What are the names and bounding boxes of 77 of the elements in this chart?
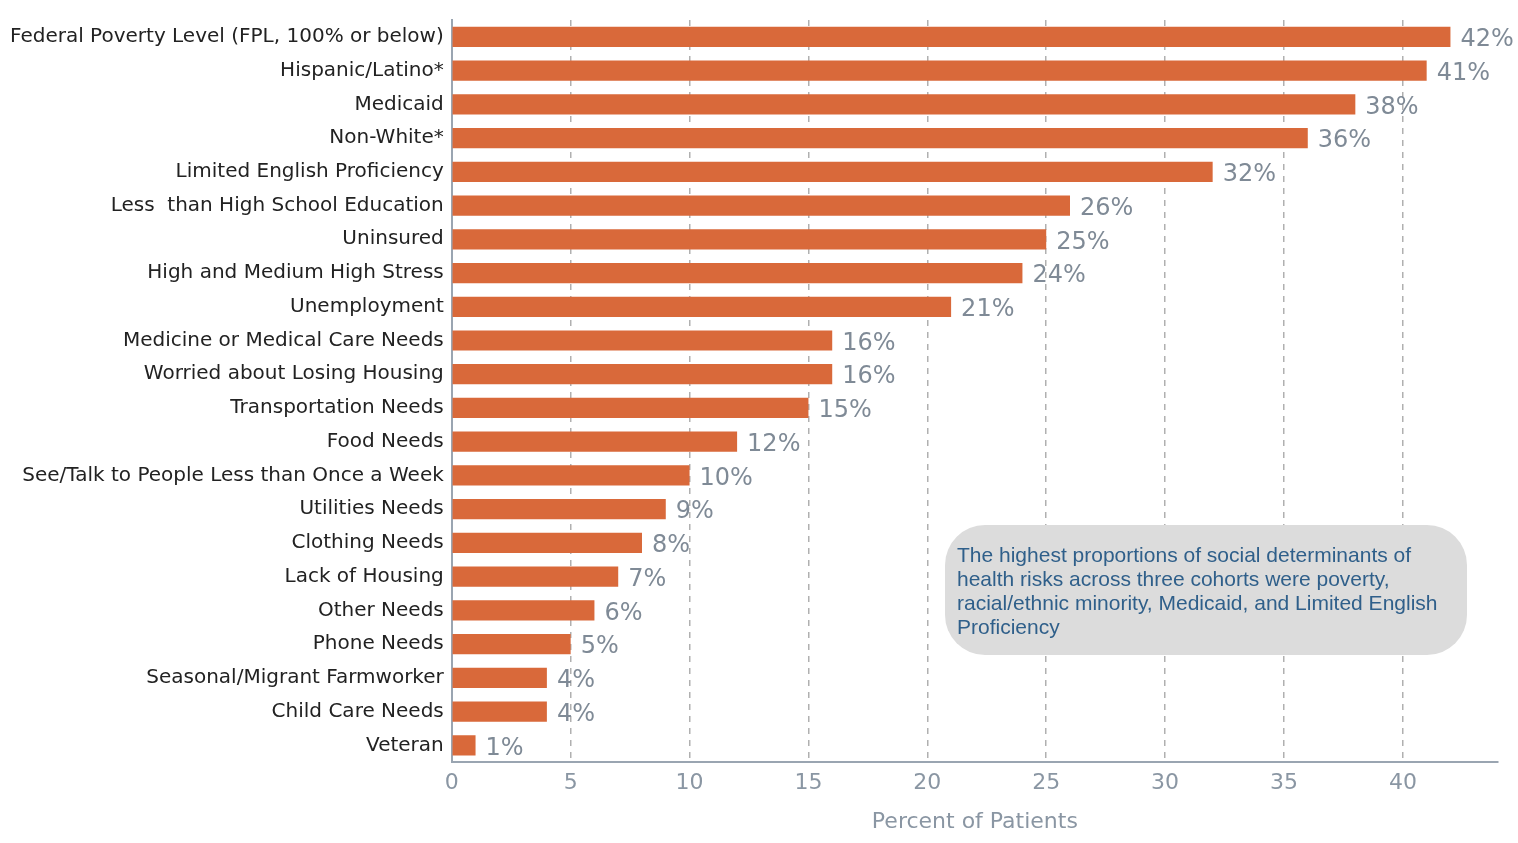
bar [452, 735, 476, 756]
bar [452, 296, 952, 317]
data-label: 38% [1365, 91, 1419, 120]
y-tick-label: Federal Poverty Level (FPL, 100% or below) [9, 23, 444, 48]
x-tick-label: 40 [1388, 769, 1417, 795]
y-tick-label: Utilities Needs [299, 495, 444, 520]
y-tick-label: Transportation Needs [229, 394, 444, 419]
bar [452, 330, 833, 351]
data-label: 10% [699, 462, 753, 491]
data-label: 36% [1317, 125, 1372, 154]
data-label: 5% [580, 631, 619, 660]
y-tick-label: Unemployment [290, 292, 444, 317]
y-tick-label: Veteran [366, 731, 444, 756]
bar [452, 127, 1308, 149]
y-tick-label: Clothing Needs [291, 529, 444, 554]
y-tick-label: Worried about Losing Housing [143, 360, 444, 385]
bar [452, 532, 642, 554]
bar [452, 60, 1427, 81]
data-label: 6% [604, 597, 643, 626]
x-axis-title: Percent of Patients [871, 807, 1078, 833]
y-tick-label: Uninsured [342, 225, 444, 250]
data-label: 8% [651, 530, 691, 559]
x-tick-label: 30 [1151, 769, 1180, 795]
y-tick-label: Medicaid [354, 90, 444, 115]
y-tick-label: Lack of Housing [284, 562, 444, 587]
bar [452, 161, 1213, 182]
data-label: 7% [628, 563, 667, 592]
x-tick-label: 5 [563, 769, 578, 795]
y-tick-label: Non-White* [329, 124, 444, 149]
data-label: 15% [818, 395, 872, 424]
bar [452, 229, 1047, 250]
bar [452, 431, 738, 452]
x-tick-label: 0 [444, 769, 459, 795]
data-label: 9% [675, 496, 714, 525]
y-tick-label: Seasonal/Migrant Farmworker [146, 664, 445, 689]
bar [452, 499, 666, 520]
y-tick-label: Hispanic/Latino* [280, 56, 444, 81]
x-tick-label: 10 [675, 769, 704, 795]
data-label: 1% [485, 732, 524, 761]
data-label: 4% [556, 698, 595, 727]
y-tick-label: High and Medium High Stress [147, 259, 444, 284]
bar [452, 195, 1070, 216]
bar [452, 634, 571, 655]
bar [452, 465, 690, 486]
y-tick-label: Limited English Proficiency [175, 158, 444, 183]
annotation: The highest proportions of social determinants of health risks across three cohorts were poverty, racial/ethnic minority, Medicaid, and Limited English Proficiency [945, 525, 1467, 655]
bar [452, 397, 809, 419]
data-label: 26% [1080, 192, 1134, 221]
x-tick-label: 20 [913, 769, 942, 795]
bar [452, 600, 595, 621]
bar [452, 667, 547, 688]
y-tick-label: Other Needs [317, 596, 444, 621]
bar [452, 94, 1356, 115]
bar [452, 262, 1023, 284]
y-tick-label: Food Needs [326, 427, 444, 452]
bar [452, 364, 833, 385]
y-tick-label: See/Talk to People Less than Once a Week [22, 461, 445, 486]
data-label: 42% [1460, 24, 1514, 53]
data-label: 4% [556, 665, 595, 694]
data-label: 12% [747, 428, 801, 457]
x-tick-label: 15 [794, 769, 823, 795]
data-label: 25% [1056, 226, 1110, 255]
data-label: 21% [961, 293, 1015, 322]
y-tick-label: Phone Needs [312, 630, 444, 655]
bar [452, 566, 619, 587]
x-tick-label: 25 [1032, 769, 1061, 795]
data-label: 32% [1222, 159, 1277, 188]
data-label: 41% [1436, 57, 1491, 86]
y-tick-label: Child Care Needs [271, 697, 444, 722]
bar [452, 26, 1451, 47]
x-tick-label: 35 [1270, 769, 1298, 795]
y-tick-label: Less than High School Education [110, 191, 444, 216]
y-tick-label: Medicine or Medical Care Needs [122, 326, 444, 351]
data-label: 16% [842, 327, 896, 356]
data-label: 24% [1032, 260, 1086, 289]
bar [452, 701, 547, 722]
data-label: 16% [842, 361, 896, 390]
